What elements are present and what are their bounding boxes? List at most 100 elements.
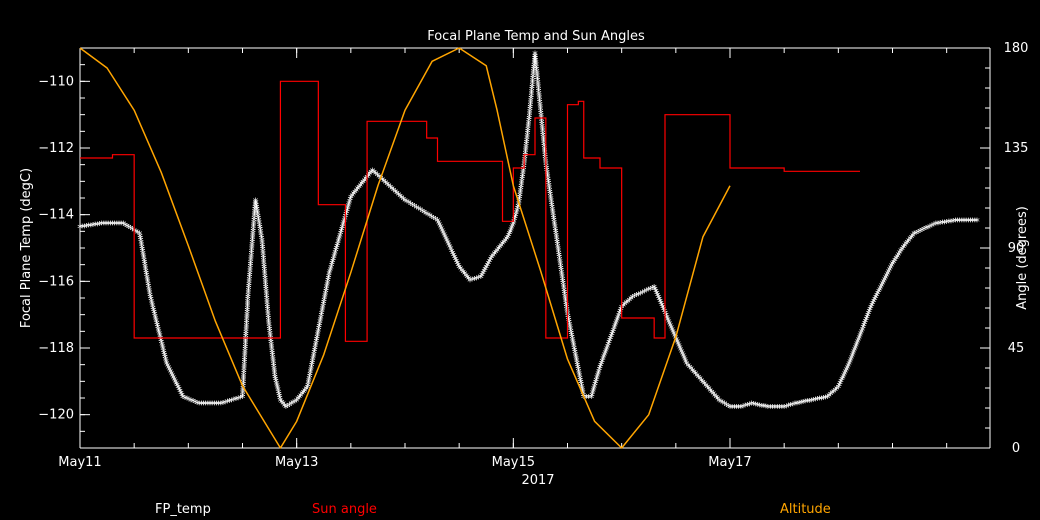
fp-temp-point: *	[336, 235, 342, 248]
fp-temp-point: *	[847, 357, 853, 370]
fp-temp-point: *	[595, 368, 601, 381]
fp-temp-point: *	[273, 376, 279, 389]
fp-temp-point: *	[747, 399, 753, 412]
fp-temp-point: *	[173, 376, 179, 389]
fp-temp-point: *	[373, 168, 379, 181]
fp-temp-point: *	[883, 272, 889, 285]
fp-temp-point: *	[838, 376, 844, 389]
fp-temp-point: *	[541, 141, 547, 154]
fp-temp-point: *	[485, 260, 491, 273]
fp-temp-point: *	[252, 209, 258, 222]
y-left-tick-label: −110	[38, 74, 74, 89]
fp-temp-point: *	[245, 296, 251, 309]
fp-temp-point: *	[421, 207, 427, 220]
fp-temp-point: *	[370, 165, 376, 178]
fp-temp-point: *	[506, 230, 512, 243]
fp-temp-point: *	[222, 397, 228, 410]
fp-temp-point: *	[444, 236, 450, 249]
y-axis-left-label: Focal Plane Temp (degC)	[19, 168, 34, 328]
fp-temp-point: *	[865, 310, 871, 323]
fp-temp-point: *	[910, 230, 916, 243]
fp-temp-point: *	[527, 109, 533, 122]
fp-temp-point: *	[264, 300, 270, 313]
fp-temp-point: *	[611, 323, 617, 336]
fp-temp-point: *	[562, 287, 568, 300]
fp-temp-point: *	[878, 282, 884, 295]
fp-temp-point: *	[546, 178, 552, 191]
fp-temp-point: *	[654, 288, 660, 301]
fp-temp-point: *	[547, 185, 553, 198]
fp-temp-point: *	[264, 293, 270, 306]
fp-temp-point: *	[716, 395, 722, 408]
fp-temp-point: *	[518, 183, 524, 196]
fp-temp-point: *	[264, 298, 270, 311]
fp-temp-point: *	[404, 197, 410, 210]
fp-temp-point: *	[518, 188, 524, 201]
fp-temp-point: *	[266, 313, 272, 326]
fp-temp-point: *	[567, 319, 573, 332]
fp-temp-point: *	[821, 393, 827, 406]
fp-temp-point: *	[921, 224, 927, 237]
fp-temp-point: *	[823, 392, 829, 405]
fp-temp-point: *	[283, 402, 289, 415]
fp-temp-point: *	[500, 239, 506, 252]
fp-temp-point: *	[574, 358, 580, 371]
fp-temp-point: *	[538, 108, 544, 121]
fp-temp-point: *	[207, 399, 213, 412]
fp-temp-point: *	[154, 318, 160, 331]
fp-temp-point: *	[607, 335, 613, 348]
fp-temp-point: *	[966, 215, 972, 228]
fp-temp-point: *	[861, 320, 867, 333]
y-left-tick-label: −112	[38, 141, 74, 156]
fp-temp-point: *	[784, 401, 790, 414]
fp-temp-point: *	[903, 239, 909, 252]
fp-temp-point: *	[535, 75, 541, 88]
fp-temp-point: *	[490, 250, 496, 263]
fp-temp-point: *	[586, 392, 592, 405]
fp-temp-point: *	[548, 191, 554, 204]
fp-temp-point: *	[325, 275, 331, 288]
fp-temp-point: *	[660, 302, 666, 315]
fp-temp-point: *	[579, 383, 585, 396]
fp-temp-point: *	[248, 257, 254, 270]
fp-temp-point: *	[243, 329, 249, 342]
fp-temp-point: *	[646, 285, 652, 298]
fp-temp-point: *	[262, 264, 268, 277]
fp-temp-point: *	[190, 396, 196, 409]
fp-temp-point: *	[276, 387, 282, 400]
fp-temp-point: *	[148, 292, 154, 305]
fp-temp-point: *	[534, 64, 540, 77]
y-right-tick-label: 90	[1008, 241, 1025, 256]
fp-temp-point: *	[828, 389, 834, 402]
fp-temp-point: *	[142, 257, 148, 270]
fp-temp-point: *	[669, 322, 675, 335]
fp-temp-point: *	[241, 366, 247, 379]
fp-temp-point: *	[242, 357, 248, 370]
fp-temp-point: *	[558, 259, 564, 272]
fp-temp-point: *	[151, 307, 157, 320]
fp-temp-point: *	[767, 402, 773, 415]
series-markers-fp-temp: * * * * * * * * * * * * * * * * * * * * * * * * * * * * * * * * * * * * * * * *…	[77, 49, 753, 415]
fp-temp-point: *	[321, 297, 327, 310]
fp-temp-point: *	[697, 374, 703, 387]
fp-temp-point: *	[168, 367, 174, 380]
fp-temp-point: *	[665, 314, 671, 327]
fp-temp-point: *	[536, 82, 542, 95]
fp-temp-point: *	[917, 226, 923, 239]
fp-temp-point: *	[590, 388, 596, 401]
fp-temp-point: *	[331, 254, 337, 267]
fp-temp-point: *	[547, 187, 553, 200]
fp-temp-point: *	[531, 62, 537, 75]
fp-temp-point: *	[246, 285, 252, 298]
fp-temp-point: *	[130, 224, 136, 237]
fp-temp-point: *	[264, 291, 270, 304]
fp-temp-point: *	[753, 400, 759, 413]
fp-temp-point: *	[640, 287, 646, 300]
fp-temp-point: *	[459, 265, 465, 278]
fp-temp-point: *	[511, 219, 517, 232]
fp-temp-point: *	[147, 290, 153, 303]
fp-temp-point: *	[834, 383, 840, 396]
fp-temp-point: *	[545, 174, 551, 187]
fp-temp-point: *	[306, 375, 312, 388]
fp-temp-point: *	[314, 332, 320, 345]
